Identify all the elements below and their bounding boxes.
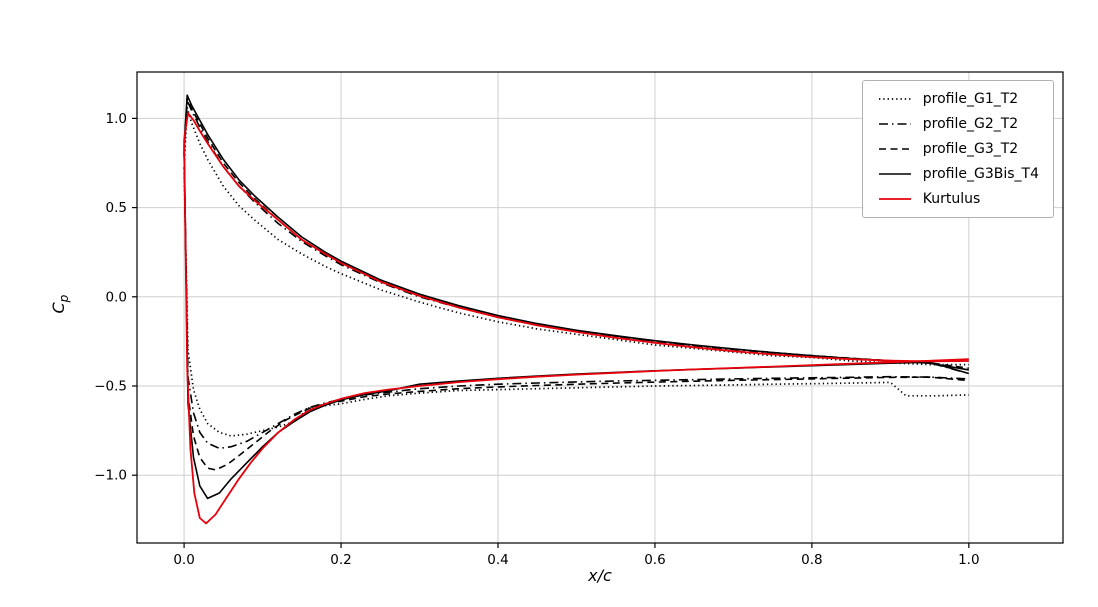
legend-line-icon xyxy=(878,98,911,100)
series-line-profile_G3_T2 xyxy=(183,150,969,471)
x-tick-label: 0.2 xyxy=(330,552,351,568)
series-line-profile_G3_T2 xyxy=(183,98,969,369)
series-line-Kurtulus xyxy=(183,139,969,525)
legend-label: Kurtulus xyxy=(922,191,981,207)
y-tick-label: 0.5 xyxy=(106,200,127,216)
x-tick-label: 0.6 xyxy=(644,552,665,568)
y-tick-label: −1.0 xyxy=(94,468,127,484)
legend-label: profile_G2_T2 xyxy=(922,116,1019,132)
series-line-Kurtulus xyxy=(183,112,969,363)
legend-item: Kurtulus xyxy=(877,191,1039,207)
y-tick-label: 1.0 xyxy=(106,111,127,127)
series-line-profile_G3Bis_T4 xyxy=(183,94,969,371)
legend-line-icon xyxy=(878,123,911,125)
legend-line-icon xyxy=(878,148,911,150)
x-tick-label: 0.0 xyxy=(173,552,194,568)
legend-label: profile_G3Bis_T4 xyxy=(922,166,1039,182)
legend-item: profile_G3_T2 xyxy=(877,141,1039,157)
legend-item: profile_G3Bis_T4 xyxy=(877,166,1039,182)
x-tick-label: 0.8 xyxy=(801,552,822,568)
y-axis-label-main: C xyxy=(48,302,68,314)
x-tick-label: 0.4 xyxy=(487,552,508,568)
y-axis-label-sub: p xyxy=(57,294,72,303)
legend-item: profile_G2_T2 xyxy=(877,116,1039,132)
x-axis-label: x/c xyxy=(588,566,612,585)
plot-border xyxy=(136,71,1064,544)
legend-label: profile_G1_T2 xyxy=(922,91,1019,107)
legend-line-icon xyxy=(878,198,911,200)
y-tick-label: 0.0 xyxy=(106,289,127,305)
series-line-profile_G2_T2 xyxy=(183,154,969,450)
x-tick-label: 1.0 xyxy=(958,552,979,568)
y-axis-label: Cp xyxy=(49,264,71,344)
legend: profile_G1_T2 profile_G2_T2 profile_G3_T… xyxy=(861,80,1054,218)
legend-line-icon xyxy=(878,173,911,175)
legend-label: profile_G3_T2 xyxy=(922,141,1019,157)
series-line-profile_G3Bis_T4 xyxy=(183,145,970,500)
series-line-profile_G1_T2 xyxy=(183,168,969,437)
y-tick-label: −0.5 xyxy=(94,379,127,395)
legend-item: profile_G1_T2 xyxy=(877,91,1039,107)
